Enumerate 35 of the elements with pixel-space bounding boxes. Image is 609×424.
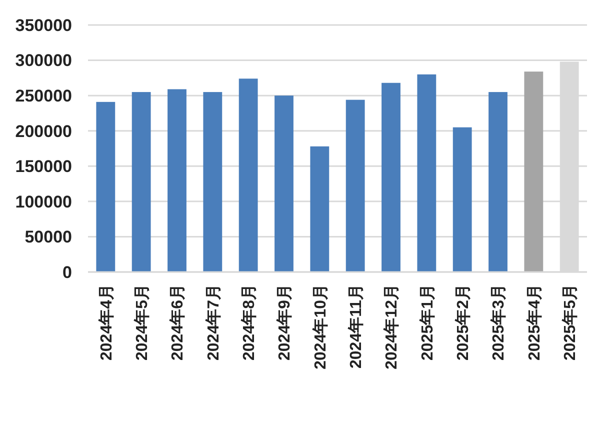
y-tick-label: 150000 bbox=[15, 157, 72, 176]
x-tick-label: 2024年10月 bbox=[311, 284, 330, 370]
y-tick-label: 300000 bbox=[15, 51, 72, 70]
x-tick-label: 2024年12月 bbox=[382, 284, 401, 370]
bar bbox=[132, 92, 151, 272]
y-tick-label: 200000 bbox=[15, 122, 72, 141]
x-tick-label: 2025年1月 bbox=[418, 284, 436, 360]
x-tick-label: 2025年5月 bbox=[560, 284, 579, 360]
bar bbox=[346, 100, 365, 272]
x-tick-label: 2024年4月 bbox=[97, 284, 116, 360]
bar bbox=[524, 72, 544, 272]
y-tick-label: 250000 bbox=[15, 86, 72, 106]
x-tick-label: 2024年11月 bbox=[346, 284, 365, 369]
bar bbox=[168, 89, 186, 272]
bar bbox=[96, 102, 116, 272]
y-tick-label: 0 bbox=[62, 262, 72, 282]
bar bbox=[382, 82, 400, 272]
bar bbox=[417, 74, 436, 272]
x-tick-label: 2025年3月 bbox=[490, 284, 508, 360]
x-tick-label: 2024年7月 bbox=[204, 284, 222, 360]
y-tick-label: 350000 bbox=[15, 16, 72, 35]
bar bbox=[238, 78, 258, 272]
bar bbox=[274, 96, 294, 272]
bar bbox=[488, 92, 508, 272]
x-tick-label: 2024年8月 bbox=[240, 284, 258, 360]
bar bbox=[203, 92, 222, 272]
x-tick-label: 2024年6月 bbox=[168, 284, 187, 360]
x-tick-label: 2025年4月 bbox=[525, 284, 544, 360]
bar bbox=[452, 127, 472, 272]
x-tick-label: 2024年5月 bbox=[132, 284, 151, 360]
y-tick-label: 100000 bbox=[15, 192, 72, 212]
y-tick-label: 50000 bbox=[24, 228, 72, 247]
x-tick-label: 2024年9月 bbox=[276, 284, 294, 360]
bar bbox=[310, 146, 330, 272]
x-tick-label: 2025年2月 bbox=[454, 284, 472, 360]
